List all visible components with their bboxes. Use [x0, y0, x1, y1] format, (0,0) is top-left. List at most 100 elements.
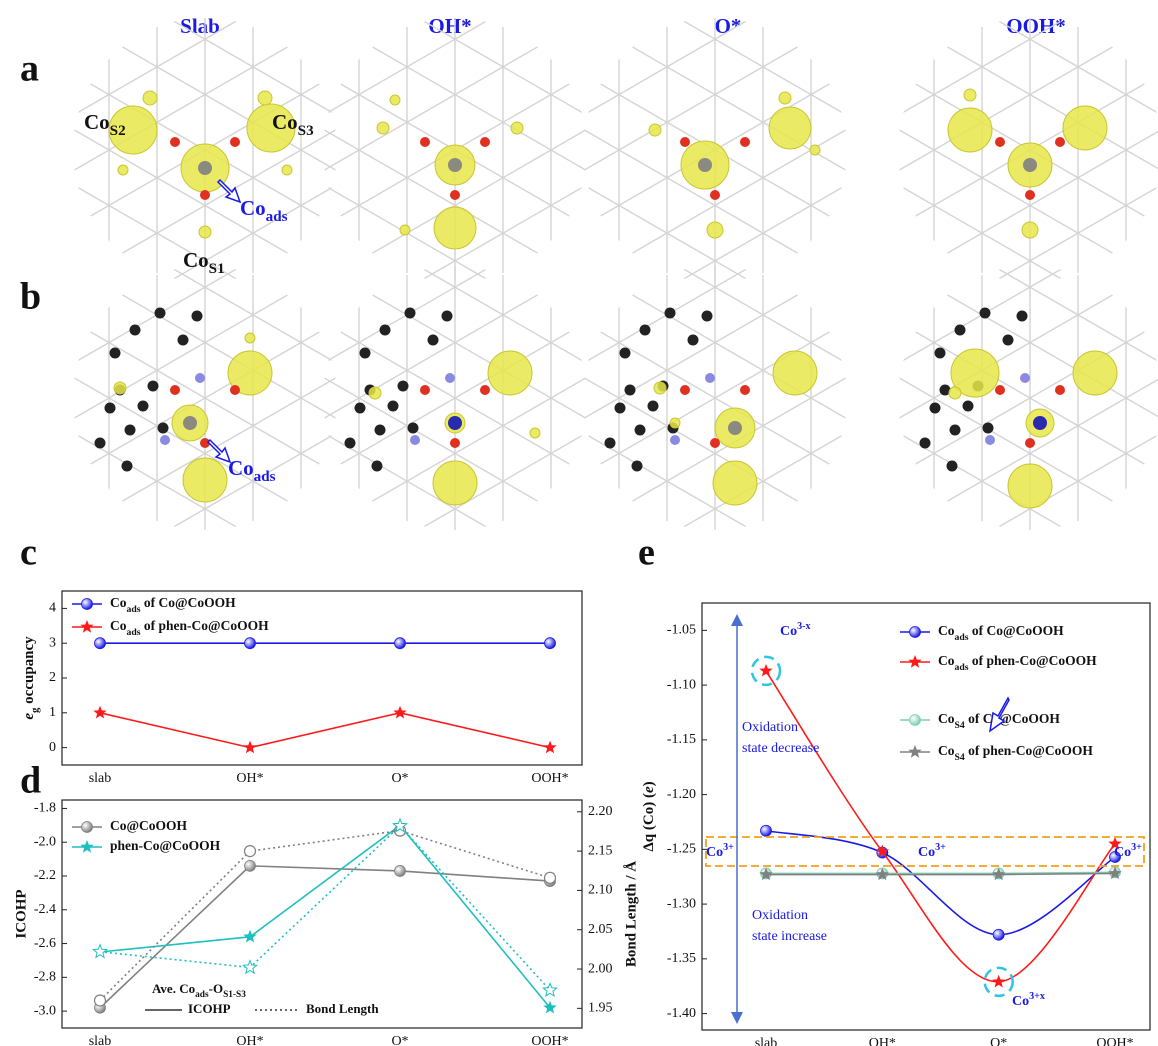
- y-axis-label: Δq (Co) (e): [641, 781, 657, 851]
- atom-co: [448, 158, 462, 172]
- note: state decrease: [742, 741, 819, 756]
- text-part: ): [641, 781, 657, 786]
- charge-label: Co3+x: [1012, 991, 1045, 1009]
- atom-n: [705, 373, 715, 383]
- density: [810, 145, 820, 155]
- density: [1073, 351, 1117, 395]
- lattice: [104, 173, 450, 373]
- density: [245, 333, 255, 343]
- style-label: Bond Length: [306, 1001, 379, 1016]
- lattice: [56, 8, 402, 208]
- marker: [992, 975, 1005, 988]
- lattice: [470, 173, 816, 373]
- tick-label: -1.25: [667, 842, 696, 857]
- lattice: [881, 92, 1158, 292]
- tick-label: 4: [49, 601, 56, 616]
- atom-c: [355, 403, 366, 414]
- atom-c: [635, 425, 646, 436]
- marker: [93, 706, 106, 719]
- text-part: ads: [955, 662, 969, 673]
- tick-label: 1: [49, 705, 56, 720]
- atom-c: [105, 403, 116, 414]
- column-title: OOH*: [1006, 14, 1066, 38]
- atom-c: [930, 403, 941, 414]
- panel-letter: e: [638, 532, 655, 574]
- tick-label: -3.0: [34, 1003, 56, 1018]
- text-part: Co: [1012, 994, 1029, 1009]
- atom-c: [625, 385, 636, 396]
- legend-marker: [910, 627, 921, 638]
- text-part: ads: [955, 632, 969, 643]
- text-part: S4: [955, 752, 965, 763]
- marker: [543, 983, 556, 996]
- note: state increase: [752, 929, 827, 944]
- legend-label: Coads of phen-Co@CoOOH: [110, 618, 269, 638]
- atom-o: [450, 438, 460, 448]
- lattice: [258, 256, 604, 456]
- marker: [993, 929, 1004, 940]
- charge-label: Co3-x: [780, 621, 811, 639]
- x-tick-label: OH*: [236, 1034, 263, 1046]
- lattice: [785, 175, 1131, 375]
- text-part: ads: [266, 209, 288, 225]
- atom-co: [183, 416, 197, 430]
- x-tick-label: OH*: [236, 771, 263, 786]
- density: [433, 461, 477, 505]
- text-part: S4: [955, 720, 965, 731]
- marker: [245, 846, 256, 857]
- text-part: S2: [110, 123, 126, 139]
- lattice: [518, 256, 864, 456]
- atom-c: [155, 308, 166, 319]
- marker: [545, 872, 556, 883]
- text-part: S1: [209, 261, 225, 277]
- density: [964, 89, 976, 101]
- atom-o: [450, 190, 460, 200]
- style-label: ICOHP: [188, 1001, 231, 1016]
- y-axis-label: ICOHP: [13, 889, 29, 938]
- lattice: [354, 0, 700, 125]
- density: [1063, 106, 1107, 150]
- tick-label: 0: [49, 740, 56, 755]
- atom-c: [935, 348, 946, 359]
- atom-o: [230, 137, 240, 147]
- atom-co: [698, 158, 712, 172]
- x-tick-label: OOH*: [531, 771, 568, 786]
- atom-c: [648, 401, 659, 412]
- atom-c: [950, 425, 961, 436]
- atom-co: [198, 161, 212, 175]
- atom-o: [995, 385, 1005, 395]
- plot-frame: [62, 800, 582, 1028]
- atom-c: [1003, 335, 1014, 346]
- atom-o: [170, 385, 180, 395]
- column-title: OH*: [428, 14, 471, 38]
- density: [377, 122, 389, 134]
- x-tick-label: OH*: [869, 1036, 896, 1046]
- atom-c: [442, 311, 453, 322]
- atom-c: [110, 348, 121, 359]
- hollow-arrow: [218, 180, 240, 202]
- lattice: [614, 175, 960, 375]
- text-part: ads: [195, 990, 209, 1000]
- atom-c: [640, 325, 651, 336]
- atom-o: [680, 137, 690, 147]
- text-part: ads: [254, 469, 276, 485]
- lattice: [857, 298, 1158, 498]
- tick-label: 2.10: [588, 883, 613, 898]
- tick-label: -1.05: [667, 623, 696, 638]
- density: [488, 351, 532, 395]
- text-part: Co: [110, 595, 127, 610]
- atom-c: [702, 311, 713, 322]
- tick-label: 2.20: [588, 804, 613, 819]
- text-part: of Co@CoOOH: [969, 623, 1065, 638]
- atom-c: [388, 401, 399, 412]
- atom-n: [445, 373, 455, 383]
- atom-co: [1033, 416, 1047, 430]
- density: [769, 107, 811, 149]
- x-tick-label: O*: [990, 1036, 1007, 1046]
- text-part: occupancy: [21, 636, 37, 708]
- tick-label: -2.2: [34, 868, 56, 883]
- atom-o: [480, 137, 490, 147]
- lattice: [953, 0, 1158, 84]
- text-part: of phen-Co@CoOOH: [141, 618, 270, 633]
- atom-o: [710, 438, 720, 448]
